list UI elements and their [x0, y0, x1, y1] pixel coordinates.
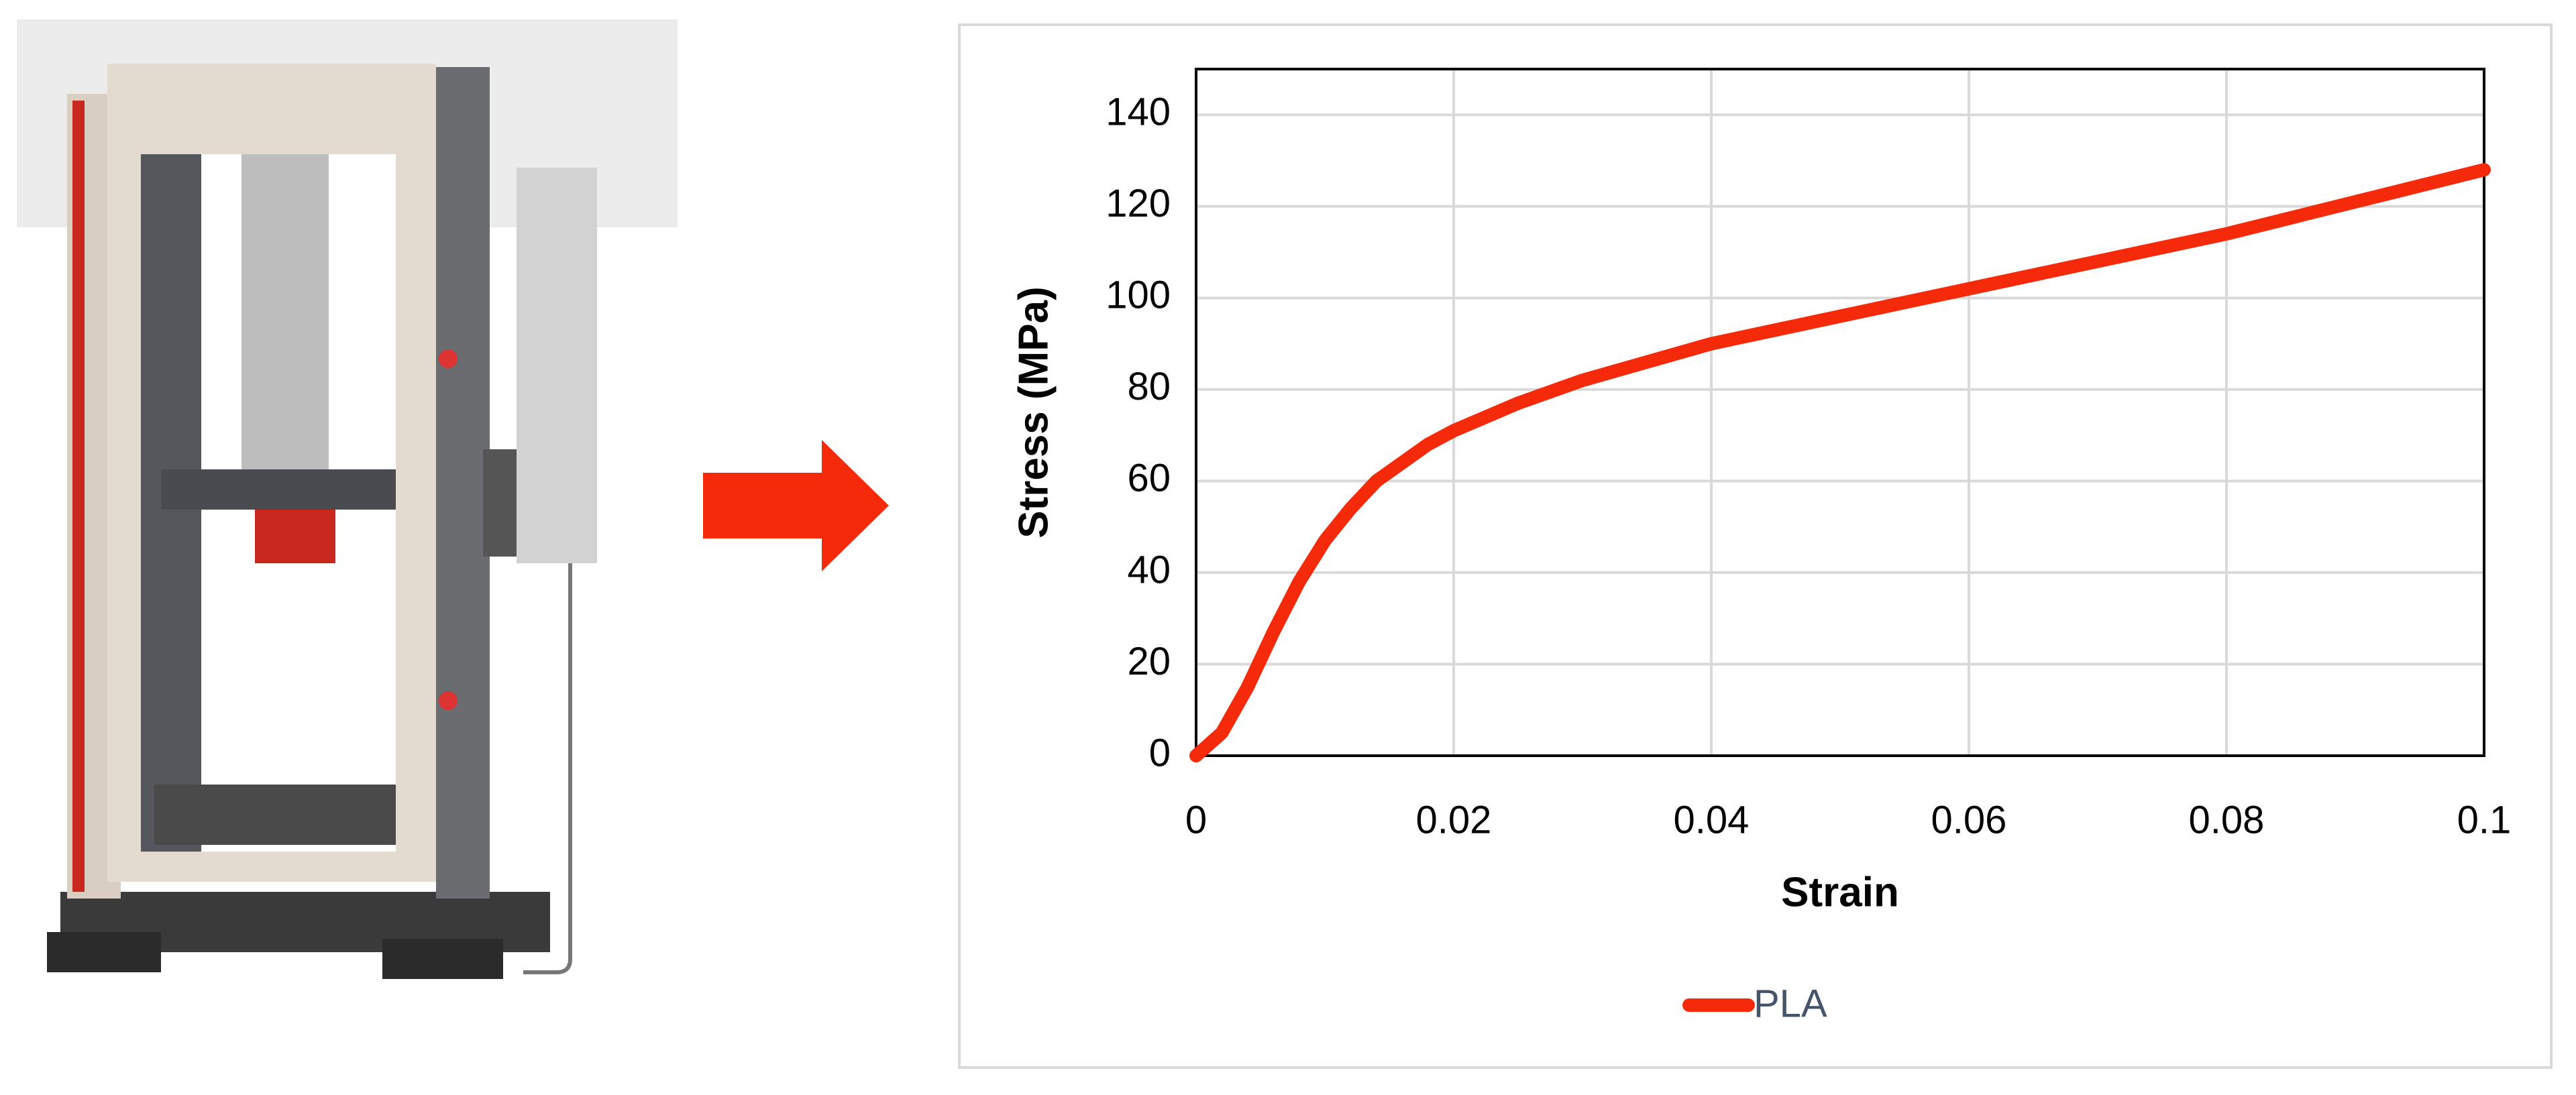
x-tick-label: 0.08: [2189, 798, 2265, 842]
y-axis-title: Stress (MPa): [1010, 286, 1057, 538]
y-tick-label: 0: [1149, 731, 1171, 774]
x-tick-label: 0.04: [1674, 798, 1750, 842]
x-tick-label: 0.1: [2457, 798, 2512, 842]
y-tick-label: 80: [1127, 365, 1171, 408]
y-tick-label: 100: [1106, 274, 1171, 317]
x-tick-label: 0.02: [1416, 798, 1492, 842]
x-tick-label: 0: [1185, 798, 1207, 842]
machine-photo: [17, 19, 678, 979]
legend-label: PLA: [1754, 982, 1827, 1025]
y-tick-label: 20: [1127, 640, 1171, 683]
arrow: [703, 440, 889, 571]
data-line: [1189, 163, 2491, 762]
y-tick-label: 140: [1106, 91, 1171, 134]
y-tick-label: 40: [1127, 548, 1171, 591]
y-tick-label: 60: [1127, 457, 1171, 500]
plot-border: [1195, 68, 2485, 757]
x-axis-title: Strain: [1781, 869, 1899, 915]
chart-frame: [958, 23, 2553, 1069]
y-tick-label: 120: [1106, 182, 1171, 225]
x-tick-label: 0.06: [1931, 798, 2007, 842]
